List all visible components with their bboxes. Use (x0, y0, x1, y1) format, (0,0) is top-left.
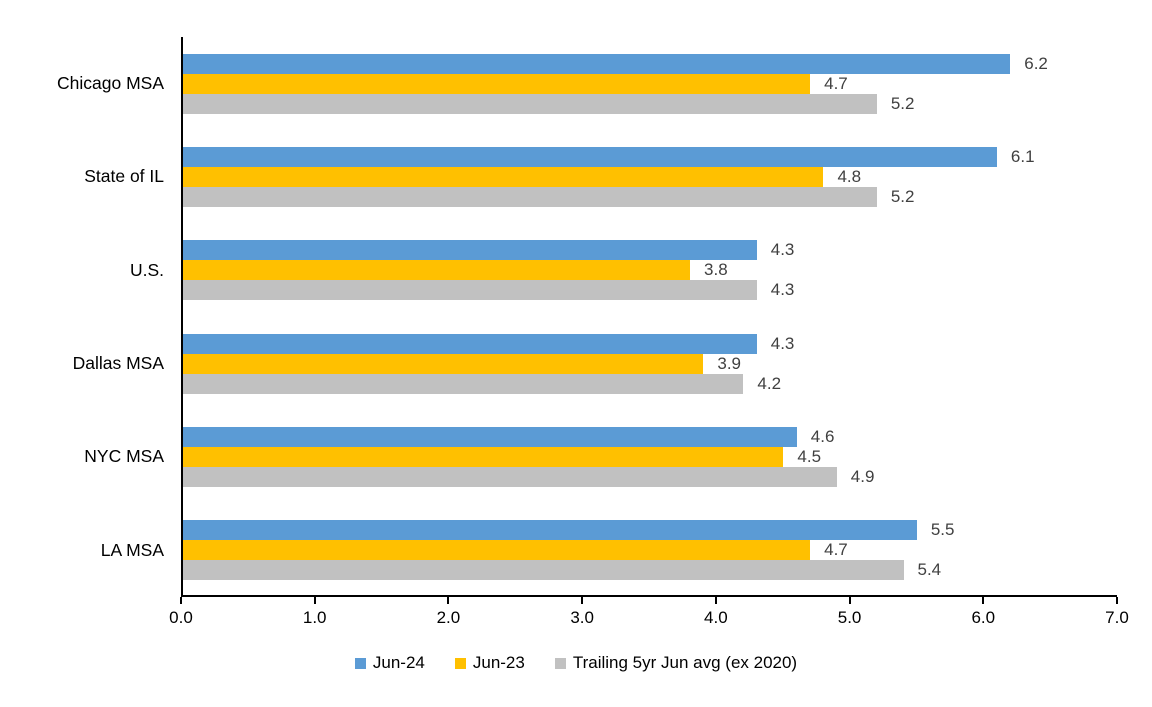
bar-row: 4.6 (183, 426, 1117, 447)
legend-label: Jun-23 (472, 653, 525, 672)
tick-label: 1.0 (302, 608, 327, 627)
bar (183, 186, 877, 207)
legend-swatch-icon (454, 657, 466, 669)
tick-label: 2.0 (436, 608, 461, 627)
bar-value-label: 4.6 (810, 426, 835, 446)
legend-item: Jun-23 (454, 653, 525, 673)
tick-label: 5.0 (837, 608, 862, 627)
tick-mark (447, 597, 450, 604)
bar-group: 4.3 3.9 4.2 (183, 317, 1117, 410)
tick-label: 4.0 (704, 608, 728, 627)
bar-value-label: 5.4 (917, 560, 942, 580)
tick-mark (581, 597, 584, 604)
bar-value-label: 4.7 (824, 73, 848, 93)
bar-value-label: 4.3 (770, 240, 795, 260)
bar (183, 426, 797, 447)
tick-mark (848, 597, 851, 604)
plot-area: 6.2 4.7 5.2 6.1 4.8 5.2 4.3 3.8 4.3 4.3 3.9 4.2 4.6 4… (181, 37, 1117, 597)
bar-value-label: 4.3 (770, 333, 795, 353)
bar-row: 4.2 (183, 373, 1117, 394)
tick-label: 7.0 (1105, 608, 1129, 627)
legend-item: Trailing 5yr Jun avg (ex 2020) (554, 653, 798, 673)
bar (183, 373, 744, 394)
bar-value-label: 4.8 (837, 166, 862, 186)
bar (183, 560, 904, 581)
bar-value-label: 4.9 (850, 466, 875, 486)
bar (183, 166, 824, 187)
bar-group: 6.1 4.8 5.2 (183, 130, 1117, 223)
bar (183, 260, 691, 281)
bar-value-label: 6.1 (1010, 146, 1035, 166)
legend-label: Trailing 5yr Jun avg (ex 2020) (572, 653, 798, 672)
bar-row: 4.5 (183, 446, 1117, 467)
legend-swatch-icon (354, 657, 366, 669)
bar-row: 5.2 (183, 93, 1117, 114)
tick-mark (714, 597, 717, 604)
bar (183, 446, 784, 467)
bar-group: 5.5 4.7 5.4 (183, 504, 1117, 597)
bar (183, 73, 811, 94)
tick-mark (1116, 597, 1118, 604)
tick-label: 3.0 (570, 608, 594, 627)
bar (183, 240, 757, 261)
bar-row: 6.1 (183, 146, 1117, 167)
bar-row: 3.8 (183, 260, 1117, 281)
bar-value-label: 4.5 (797, 446, 822, 466)
bar-group: 4.3 3.8 4.3 (183, 224, 1117, 317)
category-label: NYC MSA (84, 446, 164, 467)
tick-label: 6.0 (971, 608, 996, 627)
bar (183, 333, 757, 354)
bar-value-label: 3.8 (704, 260, 728, 280)
category-label: U.S. (129, 259, 164, 280)
bar-value-label: 4.7 (824, 540, 848, 560)
bar-group: 6.2 4.7 5.2 (183, 37, 1117, 130)
category-label: State of IL (84, 166, 164, 187)
bar-row: 4.7 (183, 540, 1117, 561)
category-axis: Chicago MSA State of IL U.S. Dallas MSA NYC … (0, 37, 164, 597)
bar-row: 3.9 (183, 353, 1117, 374)
bar-row: 4.9 (183, 466, 1117, 487)
bar-row: 4.3 (183, 240, 1117, 261)
bar (183, 93, 877, 114)
bar-row: 4.3 (183, 280, 1117, 301)
bar-value-label: 3.9 (717, 353, 741, 373)
legend-label: Jun-24 (372, 653, 425, 672)
bar-row: 6.2 (183, 53, 1117, 74)
bar-row: 5.5 (183, 520, 1117, 541)
category-label: LA MSA (100, 539, 164, 560)
bar-value-label: 5.5 (930, 520, 955, 540)
x-axis: 0.0 1.0 2.0 3.0 4.0 5.0 6.0 7.0 (169, 597, 1129, 637)
tick-mark (313, 597, 316, 604)
legend: Jun-24 Jun-23 Trailing 5yr Jun avg (ex 202… (0, 651, 1152, 675)
bar-row: 4.7 (183, 73, 1117, 94)
bar (183, 466, 837, 487)
category-label: Dallas MSA (72, 353, 164, 374)
bar (183, 520, 917, 541)
tick-label: 0.0 (169, 608, 193, 627)
bar-value-label: 6.2 (1024, 53, 1048, 73)
legend-swatch-icon (554, 657, 566, 669)
tick-mark (180, 597, 182, 604)
bar-row: 5.2 (183, 186, 1117, 207)
bar-group: 4.6 4.5 4.9 (183, 410, 1117, 503)
category-label: Chicago MSA (57, 73, 164, 94)
tick-mark (982, 597, 985, 604)
legend-item: Jun-24 (354, 653, 425, 673)
bar-value-label: 4.2 (757, 373, 782, 393)
bar-value-label: 4.3 (770, 280, 795, 300)
bar (183, 540, 811, 561)
bar (183, 146, 997, 167)
bar-value-label: 5.2 (890, 93, 915, 113)
bar (183, 53, 1011, 74)
bar-value-label: 5.2 (890, 186, 915, 206)
bar (183, 280, 757, 301)
bar-row: 4.3 (183, 333, 1117, 354)
bar-row: 5.4 (183, 560, 1117, 581)
bar-row: 4.8 (183, 166, 1117, 187)
bar (183, 353, 704, 374)
